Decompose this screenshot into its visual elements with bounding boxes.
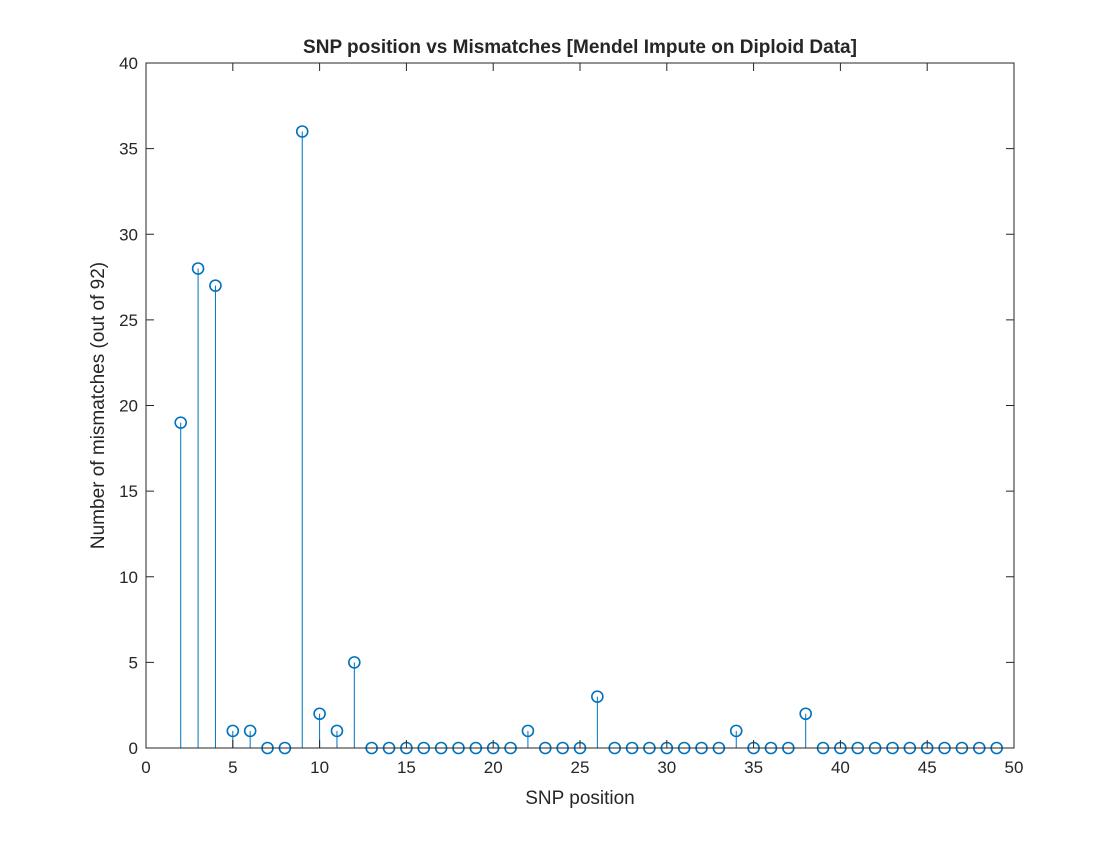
- y-tick-label: 35: [119, 140, 138, 159]
- x-tick-label: 0: [141, 758, 150, 777]
- x-tick-label: 15: [397, 758, 416, 777]
- x-tick-label: 45: [918, 758, 937, 777]
- stem-marker: [591, 690, 604, 703]
- stem-marker: [521, 724, 535, 738]
- stem-marker: [799, 707, 812, 721]
- stem-marker: [295, 125, 309, 138]
- stem-marker: [330, 724, 344, 738]
- y-tick-label: 20: [119, 397, 138, 416]
- y-tick-label: 25: [119, 311, 138, 330]
- x-tick-label: 50: [1005, 758, 1024, 777]
- x-tick-label: 40: [831, 758, 850, 777]
- stem-marker: [226, 724, 240, 738]
- x-tick-label: 25: [571, 758, 590, 777]
- stem-marker: [209, 279, 222, 292]
- x-tick-label: 10: [310, 758, 329, 777]
- x-axis-ticks: 0 5 10 15 20 25 30 35 40 45 50: [141, 63, 1023, 777]
- stem-marker: [191, 262, 205, 275]
- stem-marker: [174, 416, 188, 429]
- y-tick-label: 15: [119, 482, 138, 501]
- y-tick-label: 40: [119, 54, 138, 73]
- x-tick-label: 5: [228, 758, 237, 777]
- y-tick-label: 5: [129, 653, 138, 672]
- x-tick-label: 20: [484, 758, 503, 777]
- plot-area: [146, 63, 1014, 748]
- stem-marker: [243, 724, 257, 738]
- y-tick-label: 10: [119, 568, 138, 587]
- chart-title: SNP position vs Mismatches [Mendel Imput…: [303, 37, 857, 58]
- x-tick-label: 30: [657, 758, 676, 777]
- y-tick-label: 30: [119, 225, 138, 244]
- stem-marker: [729, 724, 743, 738]
- stem-marker: [313, 707, 326, 721]
- x-tick-label: 35: [744, 758, 763, 777]
- y-axis-label: Number of mismatches (out of 92): [88, 262, 109, 549]
- stem-marker: [348, 656, 361, 669]
- y-axis-ticks: 0 5 10 15 20 25 30 35 40: [119, 54, 1014, 758]
- y-tick-label: 0: [129, 739, 138, 758]
- x-axis-label: SNP position: [525, 788, 635, 809]
